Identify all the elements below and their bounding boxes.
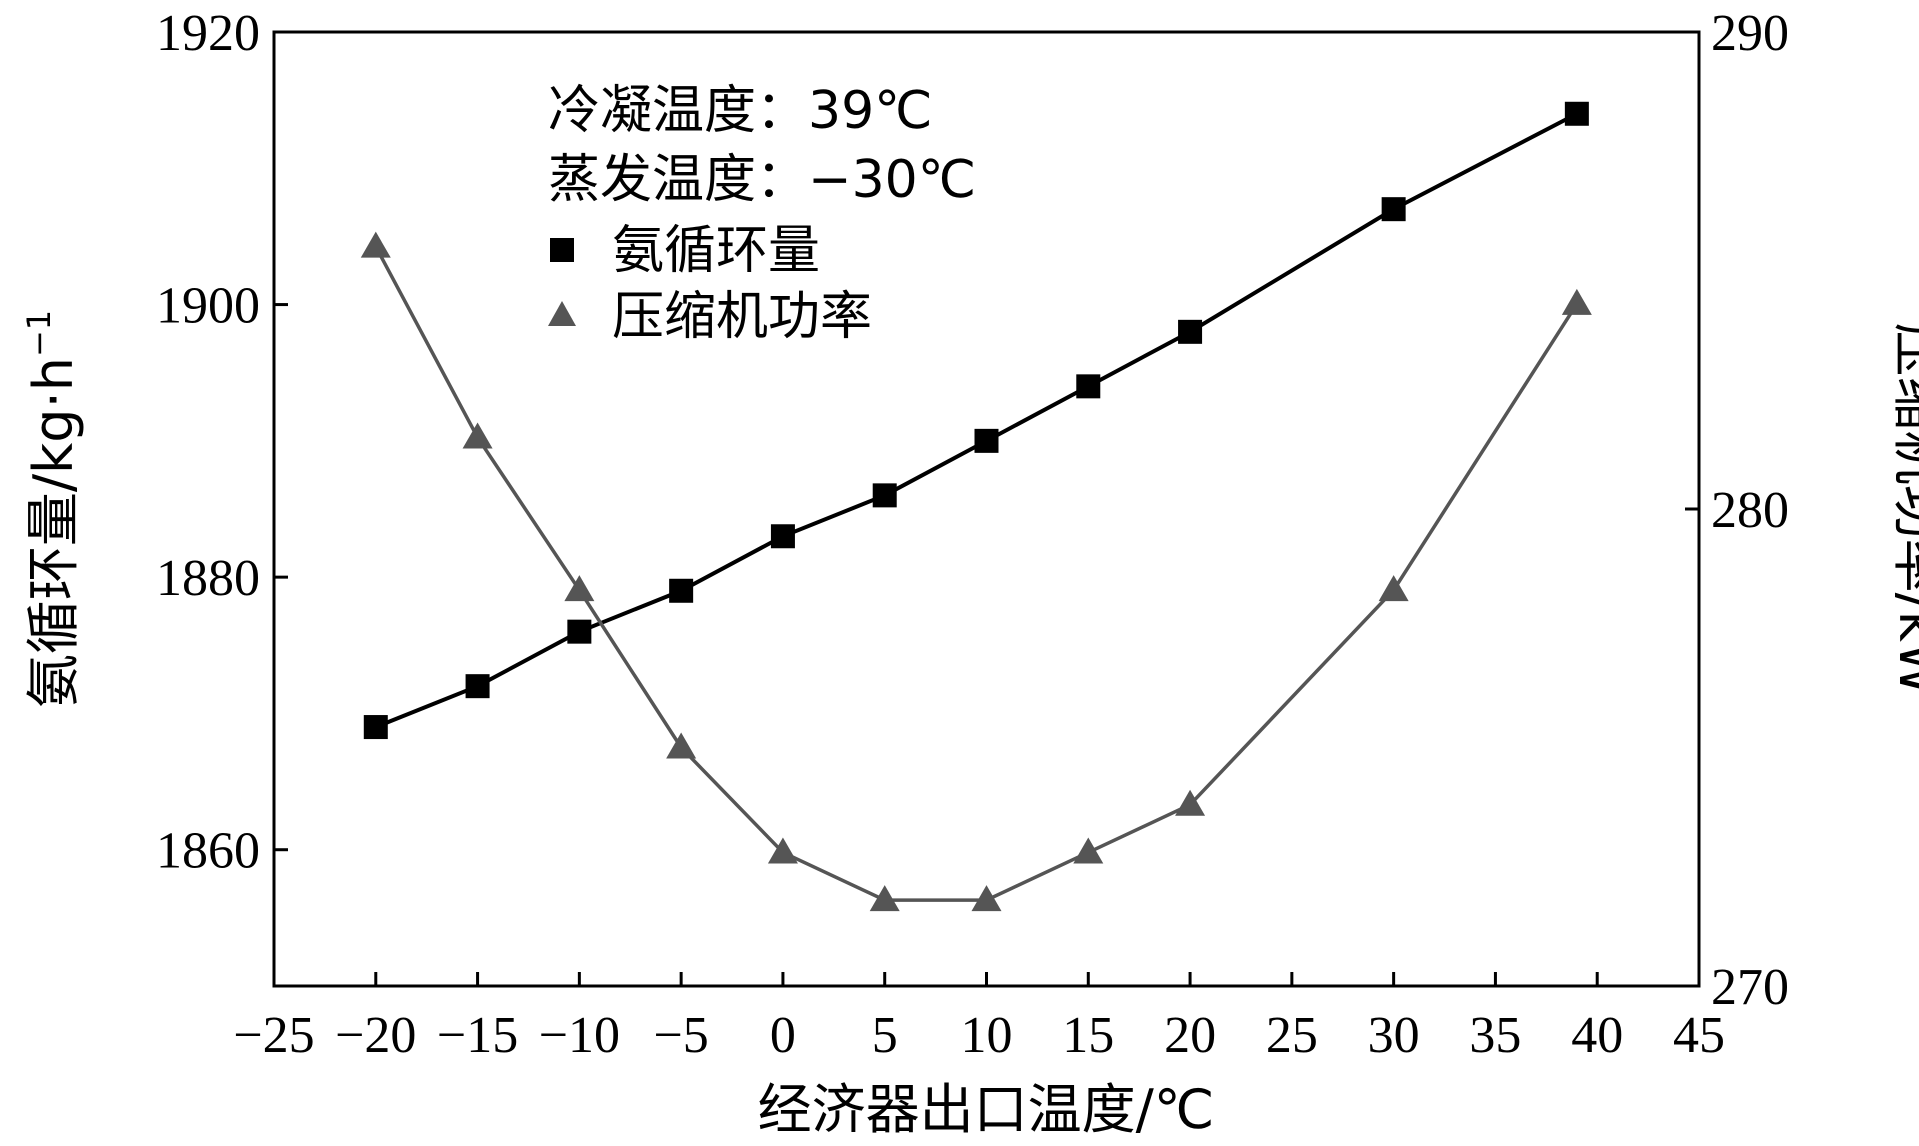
legend-square-marker	[550, 238, 574, 262]
left-y-tick-label: 1860	[156, 823, 260, 880]
right-y-tick-label: 290	[1711, 5, 1789, 62]
compressor-power-point	[869, 885, 900, 912]
ammonia-flow-point	[567, 619, 592, 644]
compressor-power-point	[1561, 288, 1592, 315]
evaporating-temperature-annotation: 蒸发温度：−30℃	[548, 150, 976, 210]
x-tick-label: 15	[1062, 1007, 1114, 1064]
compressor-power-point	[666, 732, 697, 759]
ammonia-flow-point	[669, 578, 694, 603]
legend-label-compressor-power: 压缩机功率	[612, 287, 872, 347]
compressor-power-point	[462, 422, 493, 449]
x-tick-label: 0	[770, 1007, 796, 1064]
compressor-power-point	[767, 837, 798, 864]
x-axis-title: 经济器出口温度/℃	[758, 1078, 1215, 1141]
left-y-tick-label: 1900	[156, 278, 260, 335]
ammonia-flow-point	[1178, 319, 1203, 344]
right-y-axis-title: 压缩机功率/kW	[1887, 323, 1919, 696]
right-y-axis-ticks: 270 280 290	[1685, 5, 1789, 1016]
right-y-tick-label: 280	[1711, 482, 1789, 539]
left-y-axis-ticks: 1860 1880 1900 1920	[156, 5, 288, 880]
compressor-power-point	[564, 575, 595, 602]
legend-triangle-marker	[548, 301, 576, 326]
ammonia-flow-point	[1076, 374, 1101, 399]
x-tick-label: 25	[1266, 1007, 1318, 1064]
x-tick-label: −5	[653, 1007, 708, 1064]
x-tick-label: 45	[1673, 1007, 1725, 1064]
condensing-temperature-annotation: 冷凝温度：39℃	[548, 81, 933, 141]
ammonia-flow-point	[1381, 197, 1406, 222]
left-y-axis-title-superscript: −1	[20, 310, 58, 357]
compressor-power-point	[360, 231, 391, 258]
x-axis-ticks: −25 −20 −15 −10 −5 0 5 10 15 20 25 30 35 40 45	[233, 972, 1725, 1064]
ammonia-flow-point	[872, 483, 897, 508]
x-tick-label: 20	[1164, 1007, 1216, 1064]
x-tick-label: −20	[335, 1007, 416, 1064]
legend-label-ammonia-flow: 氨循环量	[612, 221, 820, 281]
compressor-power-point	[1378, 575, 1409, 602]
x-tick-label: 35	[1469, 1007, 1521, 1064]
compressor-power-point	[1073, 837, 1104, 864]
ammonia-flow-point	[1564, 101, 1589, 126]
x-tick-label: −25	[233, 1007, 314, 1064]
ammonia-flow-point	[465, 674, 490, 699]
x-tick-label: 5	[872, 1007, 898, 1064]
left-y-tick-label: 1920	[156, 5, 260, 62]
x-tick-label: −10	[539, 1007, 620, 1064]
x-tick-label: −15	[437, 1007, 518, 1064]
x-tick-label: 40	[1571, 1007, 1623, 1064]
plot-frame	[272, 30, 1701, 988]
ammonia-flow-point	[363, 715, 388, 740]
series-line-1	[374, 245, 1579, 902]
left-y-axis-title-main: 氨循环量/kg·h	[22, 357, 85, 708]
compressor-power-point	[1175, 789, 1206, 816]
right-y-tick-label: 270	[1711, 959, 1789, 1016]
ammonia-flow-point	[974, 428, 999, 453]
x-tick-label: 10	[961, 1007, 1013, 1064]
left-y-tick-label: 1880	[156, 550, 260, 607]
legend: 冷凝温度：39℃ 蒸发温度：−30℃ 氨循环量 压缩机功率	[548, 81, 976, 347]
x-tick-label: 30	[1368, 1007, 1420, 1064]
compressor-power-point	[971, 885, 1002, 912]
series-layer	[360, 101, 1592, 912]
ammonia-flow-point	[770, 524, 795, 549]
left-y-axis-title: 氨循环量/kg·h−1	[20, 310, 85, 708]
